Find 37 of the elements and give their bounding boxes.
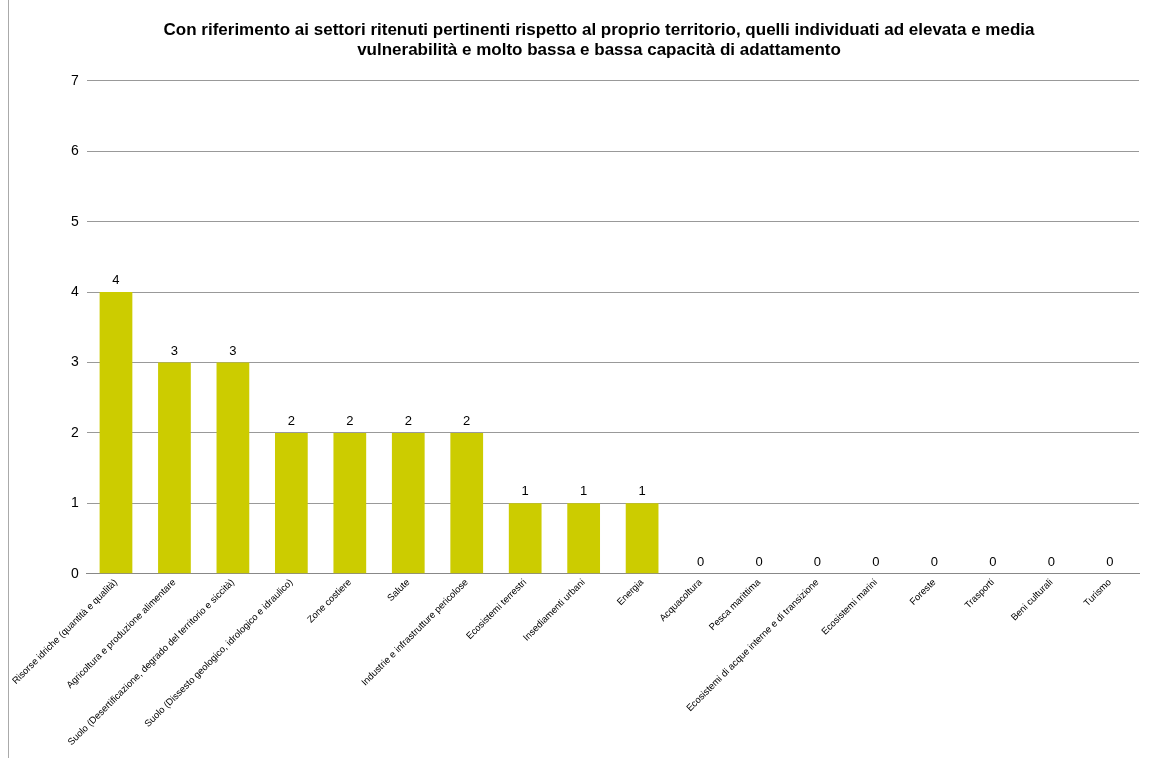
bar xyxy=(216,362,250,574)
data-label: 0 xyxy=(1047,553,1055,569)
data-label: 4 xyxy=(112,272,120,288)
data-label: 3 xyxy=(170,342,179,358)
data-label: 0 xyxy=(989,553,997,569)
data-label: 2 xyxy=(463,413,471,428)
data-label: 3 xyxy=(229,342,237,358)
bar xyxy=(391,432,425,574)
data-label: 2 xyxy=(346,413,354,428)
data-label: 0 xyxy=(696,553,705,569)
data-label: 1 xyxy=(580,483,588,499)
bar xyxy=(625,503,659,574)
data-label: 0 xyxy=(930,553,939,569)
y-tick-label: 3 xyxy=(70,353,79,370)
bar xyxy=(274,432,308,574)
bar xyxy=(567,503,601,574)
bar xyxy=(99,292,133,574)
chart-title: Con riferimento ai settori ritenuti pertinenti rispetto al proprio territorio, quelli individuati ad elevata e media vulnerabilità e molto bassa e bassa capacità di adattamento xyxy=(163,19,1035,60)
data-label: 0 xyxy=(755,553,763,569)
bar xyxy=(158,362,191,574)
y-tick-label: 7 xyxy=(70,71,79,88)
bar xyxy=(333,432,367,574)
y-tick-label: 5 xyxy=(70,212,79,229)
bar xyxy=(450,432,484,574)
y-tick-label: 0 xyxy=(70,564,79,581)
data-label: 2 xyxy=(287,413,295,428)
data-label: 1 xyxy=(638,483,646,499)
y-tick-label: 4 xyxy=(70,282,79,299)
y-tick-label: 6 xyxy=(70,142,79,159)
y-tick-label: 1 xyxy=(70,494,79,511)
data-label: 0 xyxy=(813,553,822,569)
data-label: 0 xyxy=(1106,553,1114,569)
data-label: 2 xyxy=(404,413,412,428)
bar xyxy=(508,503,542,574)
y-tick-label: 2 xyxy=(70,423,79,440)
data-label: 0 xyxy=(872,553,880,569)
data-label: 1 xyxy=(521,483,529,499)
